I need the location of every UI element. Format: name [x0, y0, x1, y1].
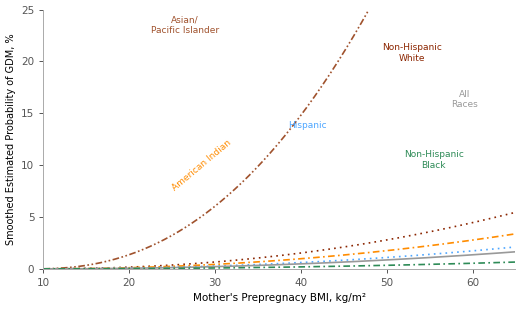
X-axis label: Mother's Prepregnacy BMI, kg/m²: Mother's Prepregnacy BMI, kg/m² [193, 294, 366, 303]
Y-axis label: Smoothed Estimated Probability of GDM, %: Smoothed Estimated Probability of GDM, % [6, 33, 16, 245]
Text: Non-Hispanic
White: Non-Hispanic White [382, 44, 442, 63]
Text: Asian/
Pacific Islander: Asian/ Pacific Islander [151, 15, 219, 35]
Text: All
Races: All Races [451, 90, 478, 109]
Text: Non-Hispanic
Black: Non-Hispanic Black [404, 150, 464, 170]
Text: Hispanic: Hispanic [288, 121, 327, 130]
Text: American Indian: American Indian [171, 138, 233, 193]
